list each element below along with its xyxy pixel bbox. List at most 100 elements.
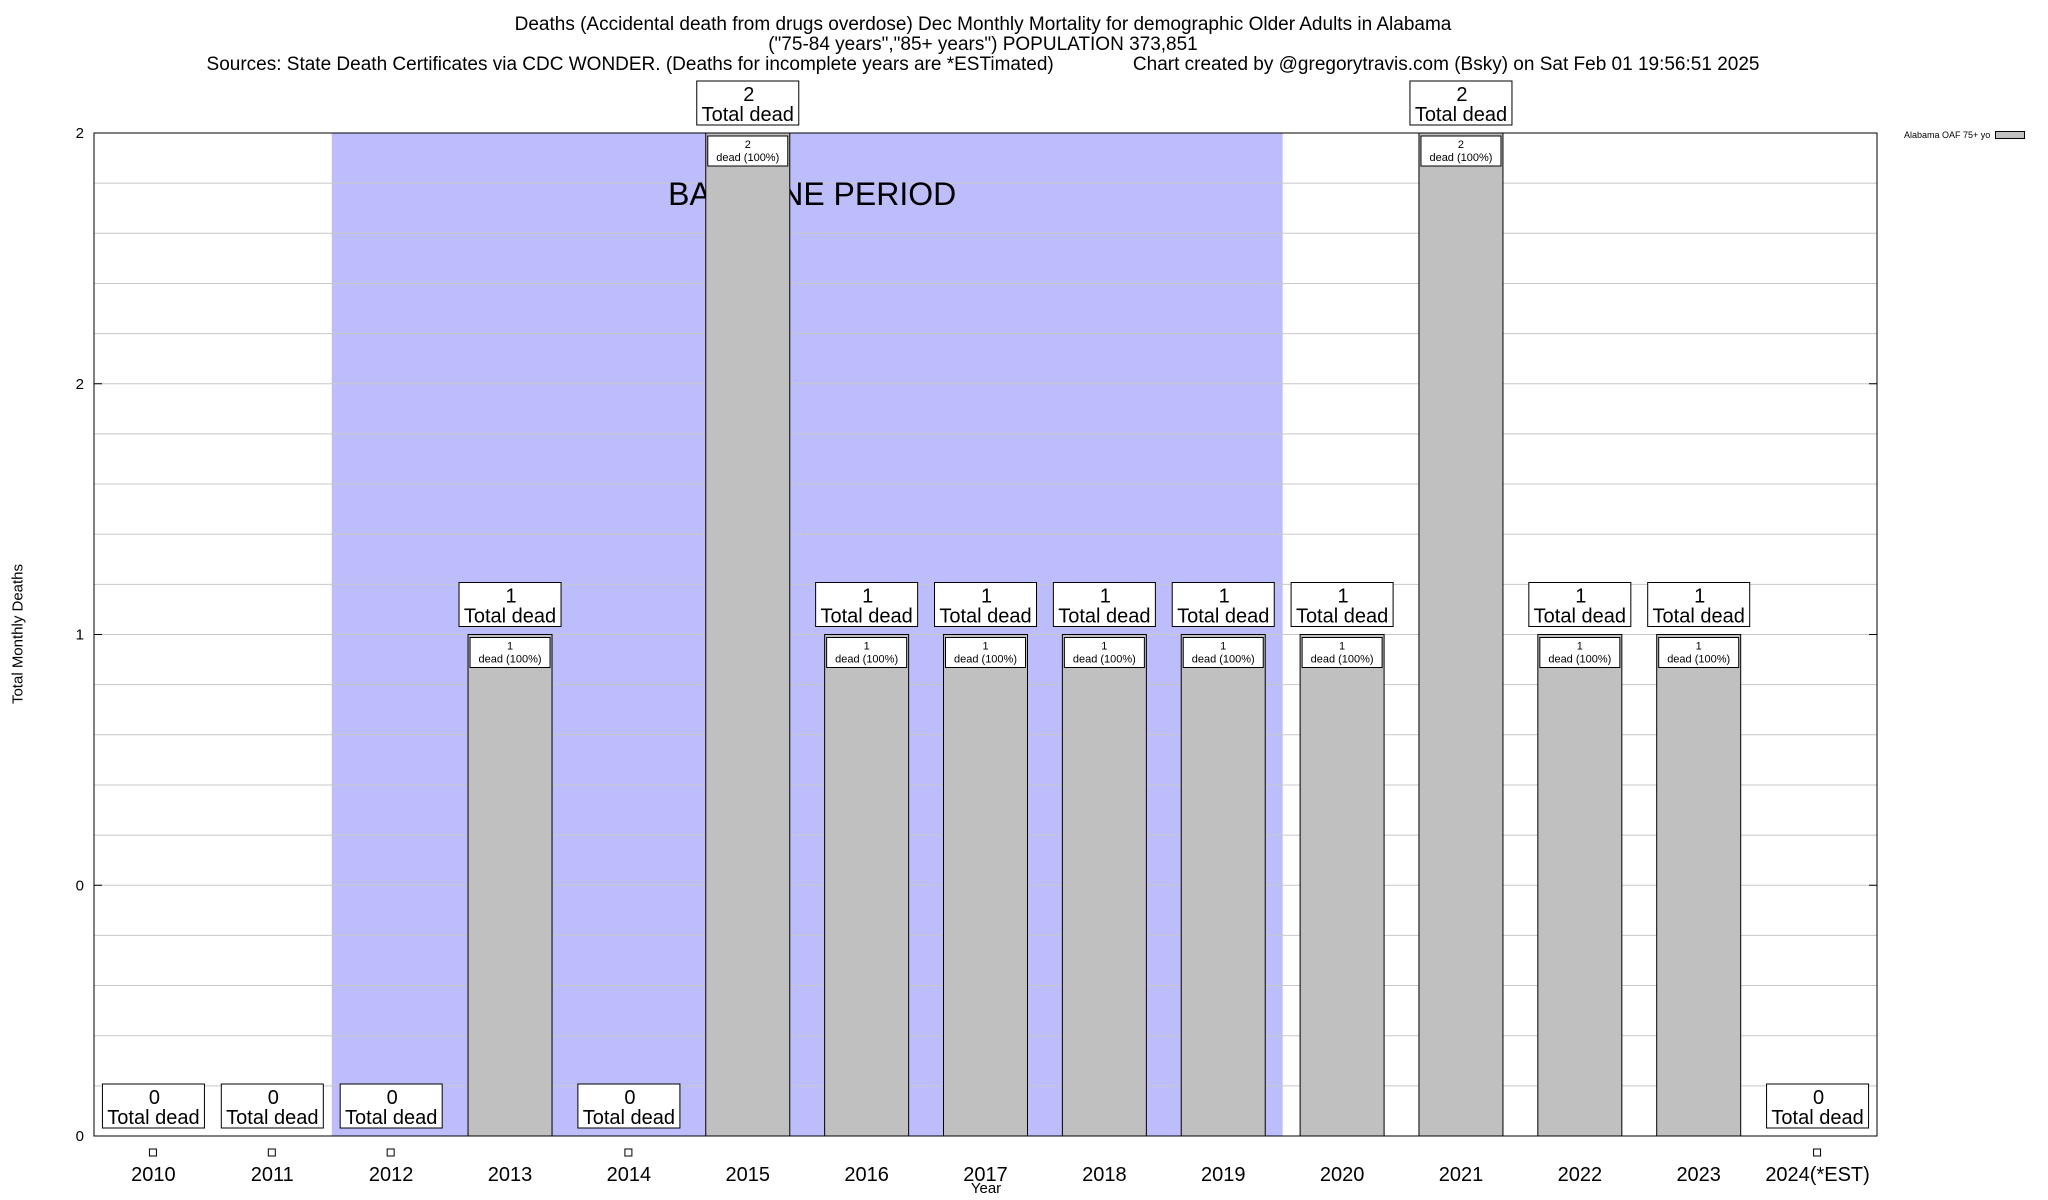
chart-title-line-3: Sources: State Death Certificates via CD…	[206, 54, 1760, 75]
total-label-text: Total dead	[1177, 606, 1269, 628]
legend-label: Alabama OAF 75+ yo	[1904, 130, 1991, 140]
bar	[1180, 634, 1266, 1137]
total-label-box	[1409, 80, 1513, 126]
total-label-text: Total dead	[345, 1107, 437, 1129]
total-label-box	[1647, 582, 1751, 627]
chart-title-line-2: ("75-84 years","85+ years") POPULATION 3…	[768, 34, 1198, 55]
bar-inner-label-box	[707, 135, 789, 167]
x-tick-label: 2020	[1320, 1164, 1365, 1186]
total-label-count: 1	[505, 586, 516, 608]
total-label-box	[1171, 582, 1275, 627]
x-tick-label: 2010	[131, 1164, 176, 1186]
bar	[824, 634, 910, 1137]
bar	[467, 634, 553, 1137]
x-axis-label: Year	[970, 1180, 1002, 1197]
bar	[1418, 132, 1504, 1137]
total-label-text: Total dead	[1771, 1107, 1863, 1129]
total-label-text: Total dead	[1296, 606, 1388, 628]
total-label-count: 0	[624, 1087, 635, 1109]
x-tick-label: 2023	[1676, 1164, 1721, 1186]
bar-inner-percent: dead (100%)	[835, 654, 898, 666]
total-label-text: Total dead	[464, 606, 556, 628]
bar-inner-count: 1	[1339, 641, 1345, 653]
zero-marker	[1813, 1148, 1822, 1157]
x-tick-label: 2014	[607, 1164, 652, 1186]
bar-inner-label-box	[1539, 637, 1621, 668]
total-label-text: Total dead	[820, 606, 912, 628]
total-label-text: Total dead	[702, 104, 794, 126]
bar-inner-percent: dead (100%)	[1667, 654, 1730, 666]
total-label-box	[577, 1083, 681, 1129]
legend: Alabama OAF 75+ yo	[1904, 130, 2026, 140]
x-tick-label: 2016	[844, 1164, 889, 1186]
bar	[1299, 634, 1385, 1137]
bar-inner-label-box	[1063, 637, 1145, 668]
bar-inner-count: 1	[1220, 641, 1226, 653]
plot-frame	[93, 132, 1878, 1137]
bar-inner-percent: dead (100%)	[1311, 654, 1374, 666]
zero-marker	[386, 1148, 395, 1157]
bar-inner-count: 1	[982, 641, 988, 653]
bar-inner-percent: dead (100%)	[716, 152, 779, 164]
bar	[1537, 634, 1623, 1137]
bar-inner-label-box	[1658, 637, 1740, 668]
x-tick-label: 2019	[1201, 1164, 1246, 1186]
zero-marker	[624, 1148, 633, 1157]
total-label-count: 1	[862, 586, 873, 608]
bar-inner-percent: dead (100%)	[1073, 654, 1136, 666]
bar-inner-count: 1	[1696, 641, 1702, 653]
total-label-box	[220, 1083, 324, 1129]
total-label-box	[1766, 1083, 1870, 1129]
total-label-text: Total dead	[1058, 606, 1150, 628]
x-tick-label: 2015	[726, 1164, 771, 1186]
total-label-text: Total dead	[939, 606, 1031, 628]
total-label-box	[934, 582, 1037, 627]
bar-inner-count: 1	[1577, 641, 1583, 653]
total-label-box	[1290, 582, 1394, 627]
y-tick-label: 1	[76, 627, 84, 644]
x-tick-label: 2017	[963, 1164, 1008, 1186]
total-label-count: 0	[387, 1087, 398, 1109]
bar-inner-count: 2	[745, 139, 751, 151]
total-label-count: 2	[743, 84, 754, 106]
total-label-count: 1	[1575, 586, 1586, 608]
total-label-box	[815, 582, 919, 627]
total-label-text: Total dead	[1653, 606, 1745, 628]
x-tick-label: 2022	[1558, 1164, 1603, 1186]
total-label-box	[696, 80, 800, 126]
bar-inner-count: 1	[1101, 641, 1107, 653]
total-label-text: Total dead	[1415, 104, 1507, 126]
y-tick-label: 2	[76, 125, 84, 142]
zero-marker	[267, 1148, 276, 1157]
total-label-box	[101, 1083, 205, 1129]
x-tick-label: 2018	[1082, 1164, 1127, 1186]
total-label-count: 1	[981, 586, 992, 608]
bar-inner-label-box	[1420, 135, 1502, 167]
total-label-count: 1	[1219, 586, 1230, 608]
bar	[1656, 634, 1742, 1137]
bar-inner-label-box	[1301, 637, 1383, 668]
bar-inner-percent: dead (100%)	[479, 654, 542, 666]
bar	[1061, 634, 1147, 1137]
bar-inner-count: 1	[864, 641, 870, 653]
x-tick-label: 2013	[488, 1164, 533, 1186]
total-label-count: 2	[1456, 84, 1467, 106]
y-tick-label: 0	[76, 877, 84, 894]
chart-title-line-1: Deaths (Accidental death from drugs over…	[514, 14, 1452, 35]
legend-swatch	[1995, 131, 2026, 139]
total-label-box	[339, 1083, 443, 1129]
total-label-count: 0	[1813, 1087, 1824, 1109]
x-tick-label: 2012	[369, 1164, 414, 1186]
total-label-count: 1	[1694, 586, 1705, 608]
total-label-box	[1052, 582, 1156, 627]
bar-inner-percent: dead (100%)	[1192, 654, 1255, 666]
bar	[705, 132, 791, 1137]
bar-inner-count: 2	[1458, 139, 1464, 151]
zero-marker	[148, 1148, 157, 1157]
bar-inner-label-box	[826, 637, 908, 668]
y-tick-label: 0	[76, 1128, 84, 1145]
bar-inner-percent: dead (100%)	[1429, 152, 1492, 164]
x-tick-label: 2024(*EST)	[1765, 1164, 1870, 1186]
bar-inner-percent: dead (100%)	[954, 654, 1017, 666]
